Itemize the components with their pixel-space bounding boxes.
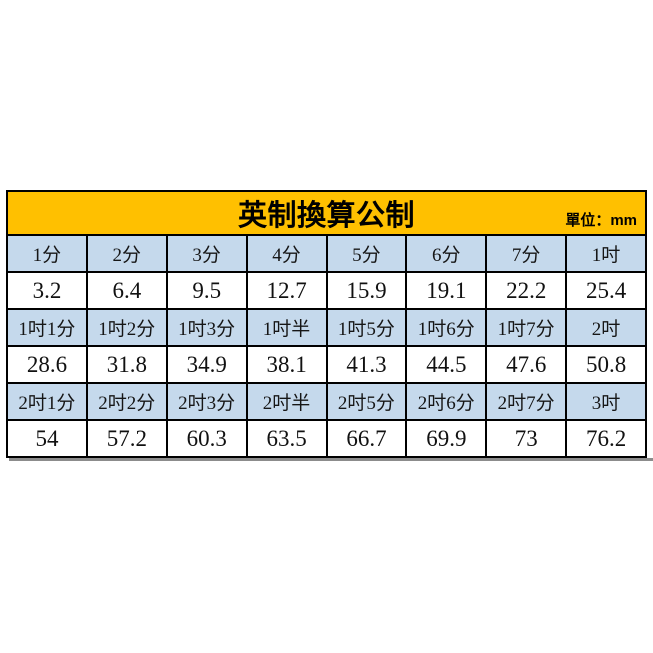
metric-value-cell: 9.5 [165, 271, 248, 310]
metric-value-cell: 41.3 [325, 345, 408, 384]
imperial-label-cell: 1吋 [565, 234, 647, 273]
imperial-label-cell: 1吋3分 [165, 308, 248, 347]
metric-value-cell: 76.2 [565, 419, 647, 458]
imperial-label-cell: 1分 [6, 234, 88, 273]
imperial-label-cell: 1吋5分 [325, 308, 408, 347]
metric-value-cell: 60.3 [165, 419, 248, 458]
imperial-label-row-2: 1吋1分 1吋2分 1吋3分 1吋半 1吋5分 1吋6分 1吋7分 2吋 [6, 308, 647, 347]
imperial-label-cell: 1吋1分 [6, 308, 88, 347]
metric-value-cell: 34.9 [165, 345, 248, 384]
metric-value-cell: 28.6 [6, 345, 88, 384]
metric-value-cell: 25.4 [565, 271, 647, 310]
imperial-label-cell: 2吋6分 [405, 382, 488, 421]
imperial-label-cell: 2吋3分 [165, 382, 248, 421]
metric-value-cell: 38.1 [245, 345, 328, 384]
metric-value-cell: 19.1 [405, 271, 488, 310]
unit-label: 單位：mm [565, 212, 637, 229]
imperial-label-cell: 6分 [405, 234, 488, 273]
metric-value-cell: 73 [485, 419, 568, 458]
imperial-label-cell: 1吋7分 [485, 308, 568, 347]
metric-value-cell: 3.2 [6, 271, 88, 310]
imperial-label-cell: 3分 [165, 234, 248, 273]
metric-value-cell: 57.2 [85, 419, 168, 458]
metric-value-cell: 44.5 [405, 345, 488, 384]
metric-value-cell: 63.5 [245, 419, 328, 458]
conversion-table-block: 英制換算公制 單位：mm 1分 2分 3分 4分 5分 6分 7分 1吋 [6, 190, 653, 461]
title-bar: 英制換算公制 單位：mm [6, 190, 647, 236]
imperial-label-cell: 1吋半 [245, 308, 328, 347]
metric-value-cell: 47.6 [485, 345, 568, 384]
metric-value-cell: 22.2 [485, 271, 568, 310]
metric-value-cell: 12.7 [245, 271, 328, 310]
metric-value-row-2: 28.6 31.8 34.9 38.1 41.3 44.5 47.6 50.8 [6, 345, 647, 384]
metric-value-cell: 15.9 [325, 271, 408, 310]
metric-value-cell: 50.8 [565, 345, 647, 384]
imperial-label-cell: 2吋半 [245, 382, 328, 421]
imperial-label-cell: 1吋6分 [405, 308, 488, 347]
metric-value-cell: 31.8 [85, 345, 168, 384]
imperial-label-cell: 5分 [325, 234, 408, 273]
title-row: 英制換算公制 單位：mm [6, 190, 647, 236]
imperial-label-cell: 2吋 [565, 308, 647, 347]
imperial-label-cell: 4分 [245, 234, 328, 273]
table-title: 英制換算公制 [237, 200, 415, 232]
metric-value-cell: 69.9 [405, 419, 488, 458]
imperial-label-cell: 1吋2分 [85, 308, 168, 347]
imperial-label-cell: 3吋 [565, 382, 647, 421]
metric-value-row-3: 54 57.2 60.3 63.5 66.7 69.9 73 76.2 [6, 419, 647, 458]
imperial-label-cell: 2吋7分 [485, 382, 568, 421]
table-bottom-shadow [9, 458, 653, 461]
imperial-label-cell: 7分 [485, 234, 568, 273]
conversion-table: 英制換算公制 單位：mm 1分 2分 3分 4分 5分 6分 7分 1吋 [6, 190, 647, 458]
imperial-label-row-1: 1分 2分 3分 4分 5分 6分 7分 1吋 [6, 234, 647, 273]
metric-value-cell: 66.7 [325, 419, 408, 458]
imperial-label-cell: 2吋1分 [6, 382, 88, 421]
imperial-label-row-3: 2吋1分 2吋2分 2吋3分 2吋半 2吋5分 2吋6分 2吋7分 3吋 [6, 382, 647, 421]
metric-value-row-1: 3.2 6.4 9.5 12.7 15.9 19.1 22.2 25.4 [6, 271, 647, 310]
imperial-label-cell: 2吋5分 [325, 382, 408, 421]
metric-value-cell: 6.4 [85, 271, 168, 310]
metric-value-cell: 54 [6, 419, 88, 458]
imperial-label-cell: 2分 [85, 234, 168, 273]
imperial-label-cell: 2吋2分 [85, 382, 168, 421]
